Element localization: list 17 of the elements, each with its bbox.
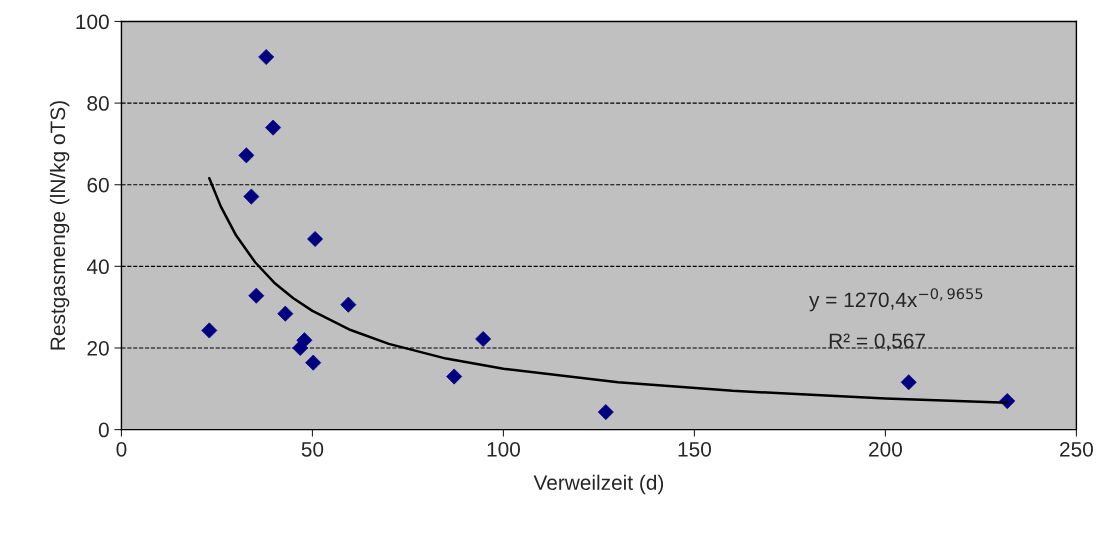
y-tick-label: 80 (87, 96, 109, 111)
point (900, 374, 917, 391)
annotation: R² = 0,567 (829, 333, 925, 351)
x-tick-label: 100 (487, 441, 520, 457)
y-axis-title: Restgasmenge (lN/kg oTS) (49, 101, 70, 350)
y-tick-label: 40 (86, 259, 109, 275)
x-axis-title: Verweilzeit (d) (533, 474, 664, 495)
y-tick-label: 60 (87, 177, 109, 193)
x-tick-label: 250 (1060, 441, 1093, 457)
x-tick-label: 150 (678, 441, 711, 457)
annotation: y = 1270,4x$^{−0,9655}$ (809, 288, 983, 312)
y-tick-label: 100 (76, 14, 109, 30)
x-tick-label: 200 (869, 441, 902, 457)
y-tick-label: 0 (98, 422, 109, 438)
x-tick-label: 0 (116, 441, 127, 457)
y-tick-label: 20 (87, 340, 109, 356)
x-tick-label: 50 (301, 441, 324, 457)
